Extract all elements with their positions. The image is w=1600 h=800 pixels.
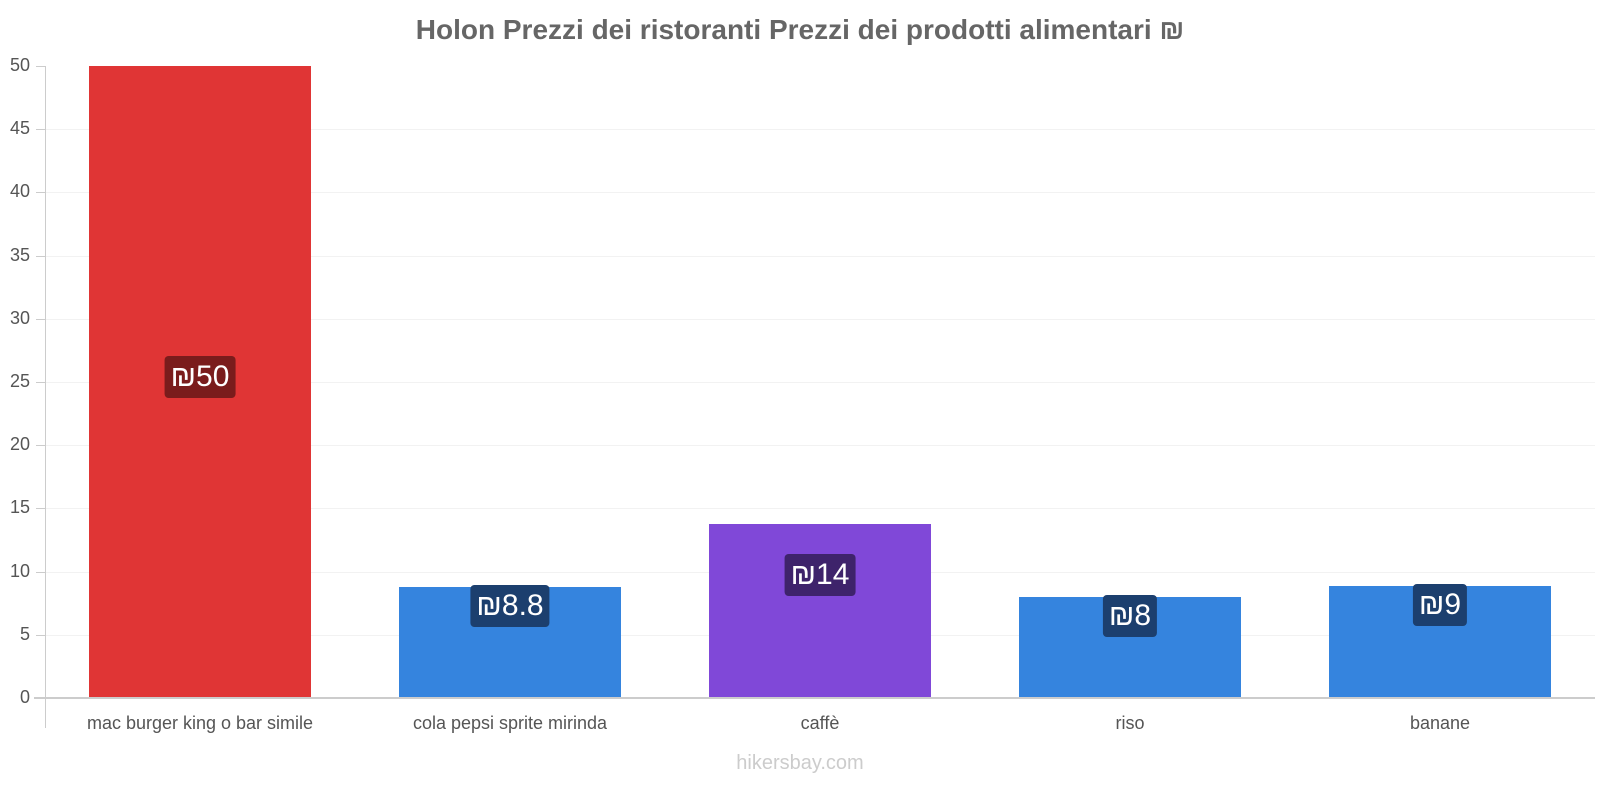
y-axis-line xyxy=(45,66,46,728)
y-tick-label: 20 xyxy=(9,434,30,455)
y-tick-label: 30 xyxy=(9,307,30,328)
x-category-label: banane xyxy=(1409,713,1471,733)
y-tick-mark xyxy=(36,508,45,510)
y-tick-mark xyxy=(36,382,45,383)
gridline xyxy=(46,192,1595,194)
y-tick-label: 35 xyxy=(9,244,30,265)
y-tick-label: 10 xyxy=(9,560,30,581)
y-tick-label: 50 xyxy=(9,55,30,75)
y-tick-mark xyxy=(36,634,45,636)
x-category-label: cola pepsi sprite mirinda xyxy=(412,713,608,733)
bar-value-label: ₪14 xyxy=(784,553,856,596)
gridline xyxy=(46,445,1595,447)
bar-0[interactable]: ₪50 xyxy=(89,66,311,698)
bar-4[interactable]: ₪9 xyxy=(1329,583,1551,698)
bar-1[interactable]: ₪8.8 xyxy=(399,584,621,698)
y-tick-mark xyxy=(36,66,45,67)
y-tick-mark xyxy=(36,192,45,194)
x-axis-line xyxy=(34,697,1595,699)
x-category-label: mac burger king o bar simile xyxy=(86,713,314,733)
gridline xyxy=(46,255,1595,257)
y-tick-mark xyxy=(36,255,45,257)
y-tick-label: 45 xyxy=(9,118,30,139)
plot-area: ₪50 ₪8.8 ₪14 ₪8 ₪9 xyxy=(46,66,1595,698)
bar-value-label: ₪50 xyxy=(164,356,236,398)
chart-title: Holon Prezzi dei ristoranti Prezzi dei p… xyxy=(415,14,1185,45)
bar-value-label: ₪9 xyxy=(1412,583,1468,626)
bar-2[interactable]: ₪14 xyxy=(709,523,931,698)
y-tick-mark xyxy=(36,129,45,131)
y-tick-label: 5 xyxy=(19,623,30,644)
bar-value-label: ₪8.8 xyxy=(470,584,550,627)
y-tick-label: 40 xyxy=(9,181,30,202)
bar-3[interactable]: ₪8 xyxy=(1019,594,1241,698)
y-tick-mark xyxy=(36,318,45,320)
y-tick-mark xyxy=(36,445,45,447)
watermark: hikersbay.com xyxy=(736,752,864,774)
gridline xyxy=(46,382,1595,383)
bar-value-label: ₪8 xyxy=(1102,594,1158,637)
y-tick-mark xyxy=(36,571,45,573)
x-category-label: caffè xyxy=(800,713,840,733)
y-tick-label: 25 xyxy=(9,371,30,391)
y-tick-label: 0 xyxy=(19,687,30,707)
y-tick-label: 15 xyxy=(9,497,30,518)
x-category-label: riso xyxy=(1115,713,1145,733)
gridline xyxy=(46,129,1595,131)
gridline xyxy=(46,318,1595,320)
gridline xyxy=(46,508,1595,510)
